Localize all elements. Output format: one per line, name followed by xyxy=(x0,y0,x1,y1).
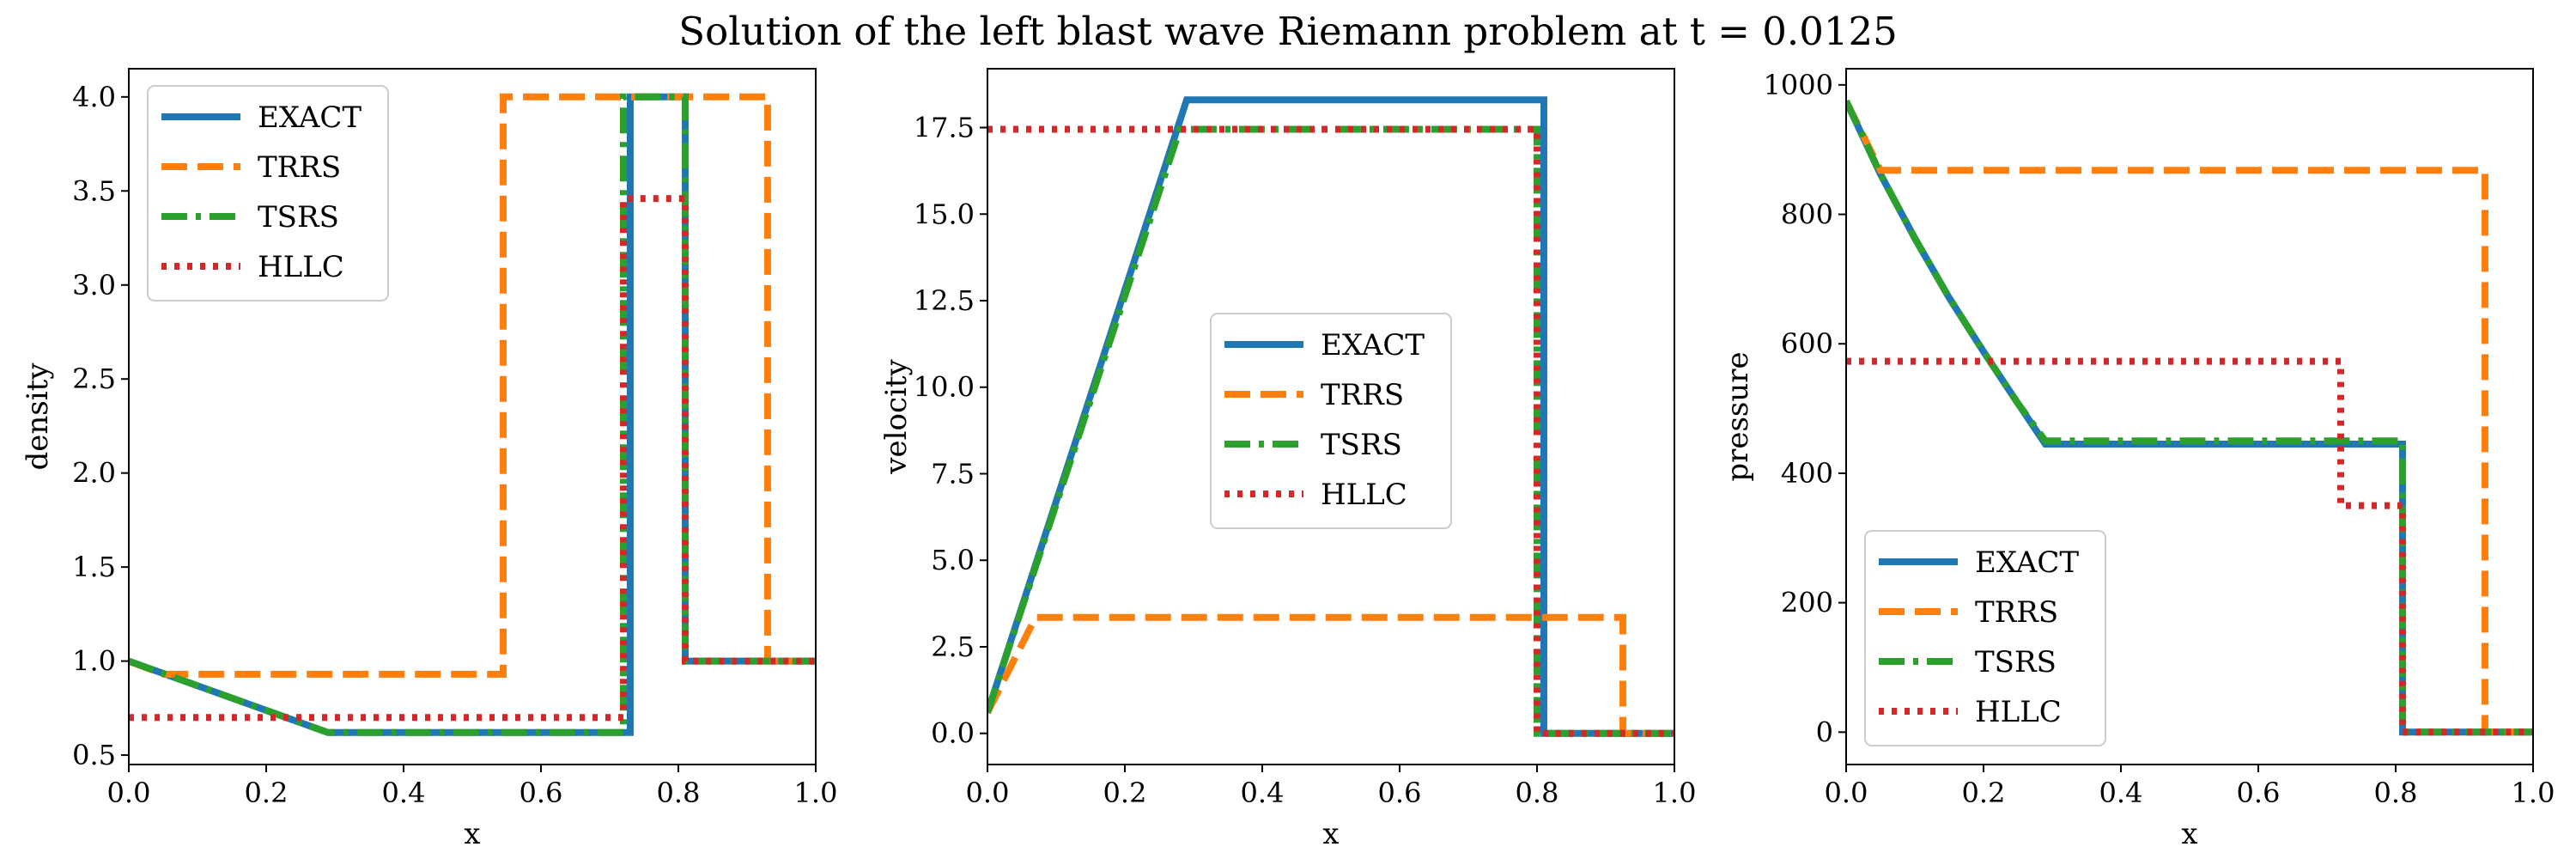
y-tick-label: 0.5 xyxy=(72,739,116,771)
y-tick-label: 12.5 xyxy=(914,284,975,317)
x-tick-label: 0.0 xyxy=(107,777,151,809)
x-tick-label: 0.2 xyxy=(1962,777,2006,809)
x-tick-label: 0.6 xyxy=(519,777,563,809)
x-tick-label: 0.2 xyxy=(1103,777,1147,809)
x-tick-label: 0.2 xyxy=(245,777,289,809)
axes-frame xyxy=(128,68,817,765)
series-line-hllc xyxy=(129,195,816,722)
legend-label-hllc: HLLC xyxy=(1321,478,1407,512)
y-tick-label: 0 xyxy=(1816,716,1833,748)
y-tick-label: 15.0 xyxy=(914,198,975,230)
legend-box xyxy=(1864,530,2106,746)
y-tick-label: 3.0 xyxy=(72,269,116,302)
legend: EXACT TRRS TSRS HLLC xyxy=(1864,530,2106,746)
axes-frame xyxy=(1845,68,2534,765)
x-tick-label: 0.4 xyxy=(382,777,426,809)
series-line-hllc xyxy=(1846,357,2533,736)
series-line-trrs xyxy=(987,613,1674,737)
y-tick-label: 1.0 xyxy=(72,645,116,678)
legend: EXACT TRRS TSRS HLLC xyxy=(1210,313,1452,529)
legend-label-tsrs: TSRS xyxy=(1321,428,1402,462)
legend-label-trrs: TRRS xyxy=(1975,595,2058,630)
y-tick-label: 5.0 xyxy=(931,544,975,576)
x-tick-label: 0.4 xyxy=(2099,777,2143,809)
y-tick-label: 4.0 xyxy=(72,81,116,113)
x-tick-label: 1.0 xyxy=(794,777,838,809)
x-tick-label: 0.4 xyxy=(1241,777,1285,809)
chart-panel-velocity: 0.0 0.2 0.4 0.6 0.8 1.0 0.0 2.5 5.0 7.5 10.0 12.5 15… xyxy=(879,68,1697,851)
x-tick-label: 0.6 xyxy=(1378,777,1422,809)
legend-label-exact: EXACT xyxy=(1975,545,2079,580)
legend: EXACT TRRS TSRS HLLC xyxy=(147,85,389,302)
x-tick-label: 1.0 xyxy=(1653,777,1697,809)
y-tick-label: 1000 xyxy=(1764,69,1833,101)
x-axis-label: x xyxy=(2181,817,2197,851)
y-axis-label: velocity xyxy=(879,358,914,474)
x-tick-label: 0.6 xyxy=(2237,777,2281,809)
x-tick-label: 0.0 xyxy=(1825,777,1868,809)
series-line-tsrs xyxy=(1846,99,2533,736)
y-tick-label: 2.5 xyxy=(931,631,975,663)
y-tick-label: 800 xyxy=(1781,198,1833,231)
legend-label-hllc: HLLC xyxy=(1975,695,2062,729)
x-axis-label: x xyxy=(1322,817,1339,851)
legend-box xyxy=(147,85,389,302)
y-tick-label: 2.0 xyxy=(72,457,116,490)
y-tick-label: 10.0 xyxy=(914,371,975,404)
x-axis-label: x xyxy=(464,817,480,851)
y-tick-label: 17.5 xyxy=(914,112,975,144)
x-tick-label: 0.8 xyxy=(657,777,701,809)
chart-panel-pressure: 0.0 0.2 0.4 0.6 0.8 1.0 0 200 400 600 800 1000 x pres… xyxy=(1721,68,2555,851)
y-tick-label: 200 xyxy=(1781,587,1833,619)
axes-frame xyxy=(987,68,1675,765)
legend-label-trrs: TRRS xyxy=(1321,378,1404,412)
y-tick-label: 2.5 xyxy=(72,362,116,395)
x-tick-label: 0.8 xyxy=(2374,777,2418,809)
y-tick-label: 400 xyxy=(1781,457,1833,490)
legend-label-exact: EXACT xyxy=(258,101,361,135)
y-tick-label: 7.5 xyxy=(931,457,975,490)
y-tick-label: 600 xyxy=(1781,327,1833,360)
legend-box xyxy=(1210,313,1452,529)
y-axis-label: pressure xyxy=(1721,351,1755,481)
legend-label-hllc: HLLC xyxy=(258,250,344,284)
x-tick-label: 0.8 xyxy=(1516,777,1559,809)
y-tick-label: 1.5 xyxy=(72,551,116,583)
legend-label-tsrs: TSRS xyxy=(1975,645,2057,679)
series-line-tsrs xyxy=(987,125,1674,737)
figure-title: Solution of the left blast wave Riemann … xyxy=(678,9,1897,54)
y-tick-label: 0.0 xyxy=(931,717,975,750)
series-line-hllc xyxy=(987,125,1674,737)
x-tick-label: 0.0 xyxy=(966,777,1010,809)
y-tick-label: 3.5 xyxy=(72,174,116,207)
y-axis-label: density xyxy=(21,362,55,471)
chart-panel-density: 0.0 0.2 0.4 0.6 0.8 1.0 0.5 1.0 1.5 2.0 2.5 3.0 3.5 4… xyxy=(21,68,838,851)
legend-label-trrs: TRRS xyxy=(258,150,341,185)
x-tick-label: 1.0 xyxy=(2512,777,2555,809)
legend-label-exact: EXACT xyxy=(1321,328,1425,362)
legend-label-tsrs: TSRS xyxy=(258,200,339,235)
